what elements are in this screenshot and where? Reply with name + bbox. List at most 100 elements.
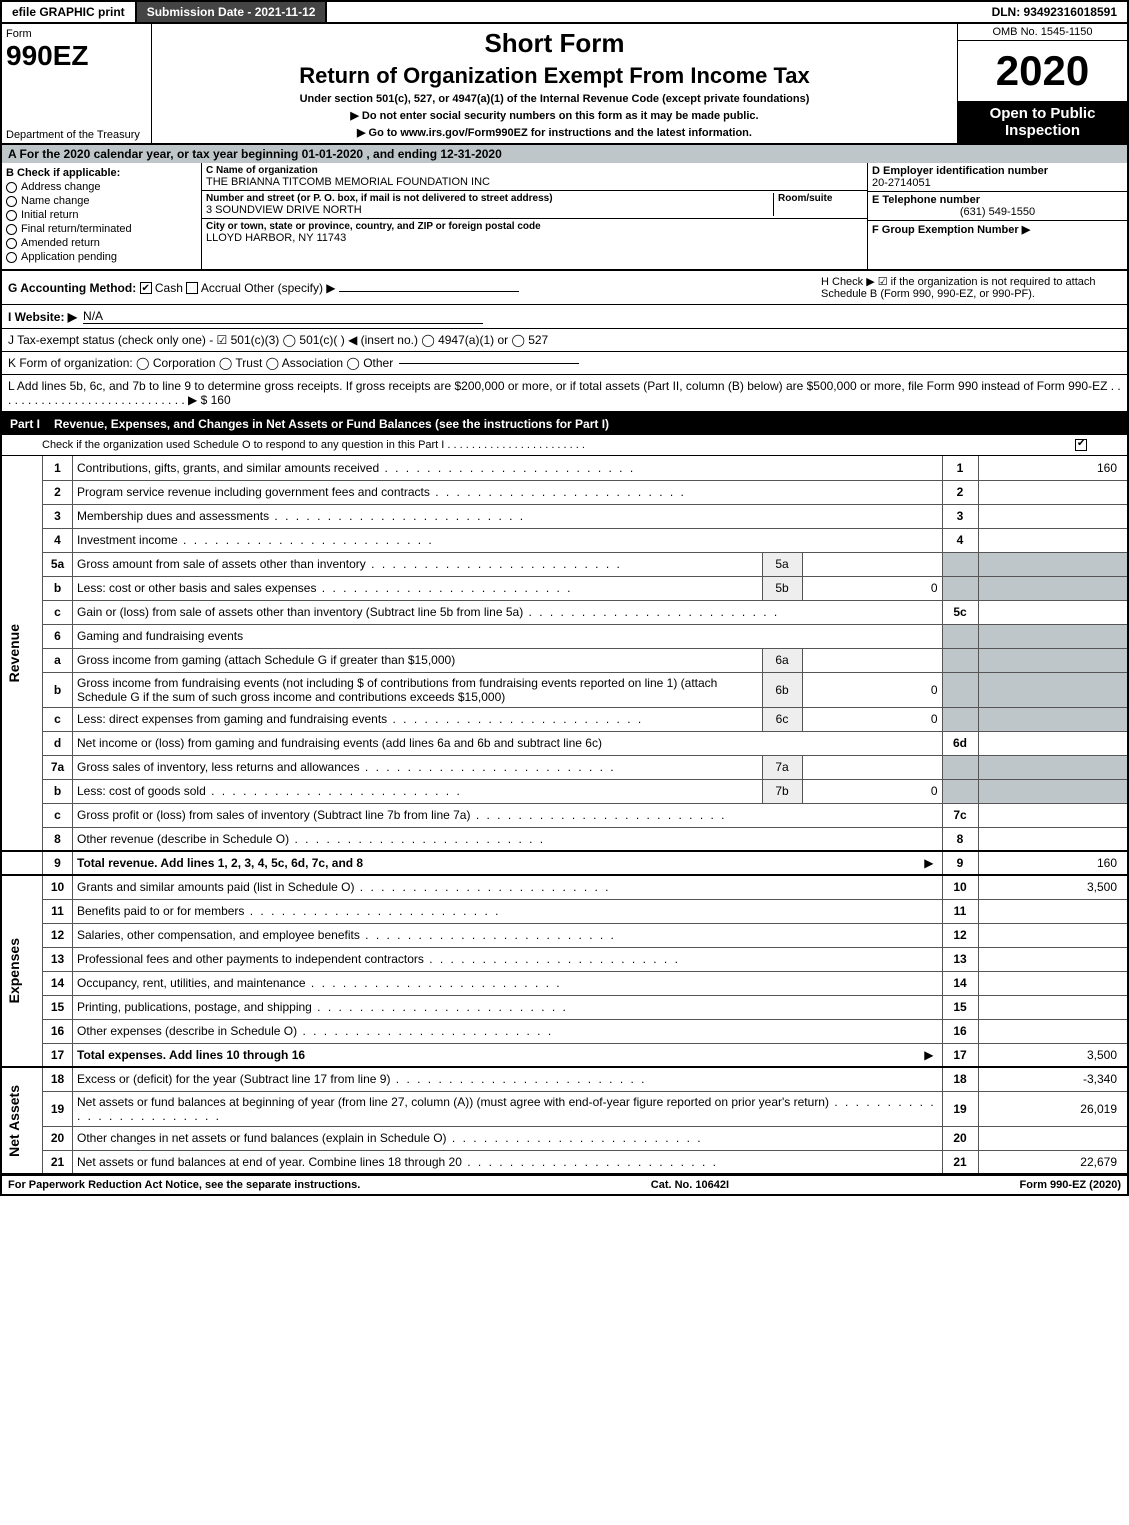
row-j-tax-exempt: J Tax-exempt status (check only one) - ☑… (0, 329, 1129, 352)
l-text: L Add lines 5b, 6c, and 7b to line 9 to … (8, 379, 1121, 407)
other-input[interactable] (339, 291, 519, 292)
checkbox-accrual[interactable] (186, 282, 198, 294)
table-row: aGross income from gaming (attach Schedu… (1, 648, 1128, 672)
check-initial-return[interactable]: Initial return (6, 209, 197, 221)
sub-line-val (802, 648, 942, 672)
under-section: Under section 501(c), 527, or 4947(a)(1)… (158, 93, 951, 105)
line-amount (978, 480, 1128, 504)
line-num: b (43, 779, 73, 803)
radio-icon[interactable] (6, 182, 17, 193)
line-amount (978, 528, 1128, 552)
checkbox-cash[interactable] (140, 282, 152, 294)
room-label: Room/suite (778, 193, 863, 204)
line-numcol: 2 (942, 480, 978, 504)
line-num: 4 (43, 528, 73, 552)
other-label: Other (specify) ▶ (244, 281, 335, 295)
line-desc: Less: cost or other basis and sales expe… (73, 576, 763, 600)
line-amount: 3,500 (978, 875, 1128, 899)
sub-line-val (802, 755, 942, 779)
grey-cell (942, 552, 978, 576)
radio-icon[interactable] (6, 238, 17, 249)
dept-label: Department of the Treasury (6, 129, 140, 141)
line-amount: 3,500 (978, 1043, 1128, 1067)
line-amount: 26,019 (978, 1091, 1128, 1126)
grey-cell (942, 672, 978, 707)
grey-cell (942, 624, 978, 648)
table-row: bGross income from fundraising events (n… (1, 672, 1128, 707)
check-label: Initial return (21, 209, 78, 221)
check-application-pending[interactable]: Application pending (6, 251, 197, 263)
part-1-header: Part I Revenue, Expenses, and Changes in… (0, 413, 1129, 435)
line-num: 16 (43, 1019, 73, 1043)
line-desc: Gross sales of inventory, less returns a… (73, 755, 763, 779)
grey-cell (978, 552, 1128, 576)
k-other-input[interactable] (399, 363, 579, 364)
line-numcol: 8 (942, 827, 978, 851)
top-bar: efile GRAPHIC print Submission Date - 20… (0, 0, 1129, 24)
row-l-gross-receipts: L Add lines 5b, 6c, and 7b to line 9 to … (0, 375, 1129, 413)
line-num: 7a (43, 755, 73, 779)
line-num: 1 (43, 456, 73, 480)
header-middle: Short Form Return of Organization Exempt… (152, 24, 957, 143)
line-amount (978, 827, 1128, 851)
line-numcol: 15 (942, 995, 978, 1019)
submission-date-button[interactable]: Submission Date - 2021-11-12 (137, 2, 328, 22)
line-num: c (43, 600, 73, 624)
efile-print-button[interactable]: efile GRAPHIC print (2, 2, 137, 22)
grey-cell (978, 648, 1128, 672)
line-amount (978, 504, 1128, 528)
radio-icon[interactable] (6, 196, 17, 207)
grey-cell (942, 707, 978, 731)
check-label: Final return/terminated (21, 223, 132, 235)
grey-cell (978, 624, 1128, 648)
org-name-label: C Name of organization (206, 165, 863, 176)
netassets-side-label: Net Assets (6, 1085, 22, 1157)
line-numcol: 11 (942, 899, 978, 923)
phone-label: E Telephone number (872, 194, 1123, 206)
check-address-change[interactable]: Address change (6, 181, 197, 193)
check-final-return[interactable]: Final return/terminated (6, 223, 197, 235)
line-num: 15 (43, 995, 73, 1019)
line-desc: Gross income from fundraising events (no… (73, 672, 763, 707)
line-num: 13 (43, 947, 73, 971)
check-amended-return[interactable]: Amended return (6, 237, 197, 249)
radio-icon[interactable] (6, 224, 17, 235)
accrual-label: Accrual (201, 281, 241, 295)
line-desc: Other expenses (describe in Schedule O) (73, 1019, 943, 1043)
radio-icon[interactable] (6, 210, 17, 221)
table-row: 11Benefits paid to or for members11 (1, 899, 1128, 923)
line-desc: Less: cost of goods sold (73, 779, 763, 803)
table-row: 3Membership dues and assessments3 (1, 504, 1128, 528)
table-row: 19Net assets or fund balances at beginni… (1, 1091, 1128, 1126)
grey-cell (978, 755, 1128, 779)
part-label: Part I (10, 417, 40, 431)
line-numcol: 6d (942, 731, 978, 755)
line-num: c (43, 707, 73, 731)
goto-link[interactable]: ▶ Go to www.irs.gov/Form990EZ for instru… (158, 126, 951, 139)
side-cell (1, 851, 43, 875)
city-value: LLOYD HARBOR, NY 11743 (206, 232, 863, 244)
radio-icon[interactable] (6, 252, 17, 263)
line-num: b (43, 576, 73, 600)
line-amount (978, 600, 1128, 624)
line-desc: Benefits paid to or for members (73, 899, 943, 923)
grey-cell (978, 779, 1128, 803)
table-row: cGross profit or (loss) from sales of in… (1, 803, 1128, 827)
line-numcol: 18 (942, 1067, 978, 1091)
line-num: 11 (43, 899, 73, 923)
line-desc: Membership dues and assessments (73, 504, 943, 528)
check-label: Address change (21, 181, 101, 193)
check-name-change[interactable]: Name change (6, 195, 197, 207)
footer-mid: Cat. No. 10642I (651, 1179, 729, 1191)
table-row: 17Total expenses. Add lines 10 through 1… (1, 1043, 1128, 1067)
line-amount (978, 803, 1128, 827)
line-desc: Gross profit or (loss) from sales of inv… (73, 803, 943, 827)
line-num: 5a (43, 552, 73, 576)
j-text: J Tax-exempt status (check only one) - ☑… (8, 333, 548, 347)
website-label: I Website: ▶ (8, 310, 77, 324)
city-label: City or town, state or province, country… (206, 221, 863, 232)
grey-cell (942, 779, 978, 803)
line-desc: Gross amount from sale of assets other t… (73, 552, 763, 576)
schedule-o-checkbox[interactable] (1075, 439, 1087, 451)
line-amount (978, 947, 1128, 971)
